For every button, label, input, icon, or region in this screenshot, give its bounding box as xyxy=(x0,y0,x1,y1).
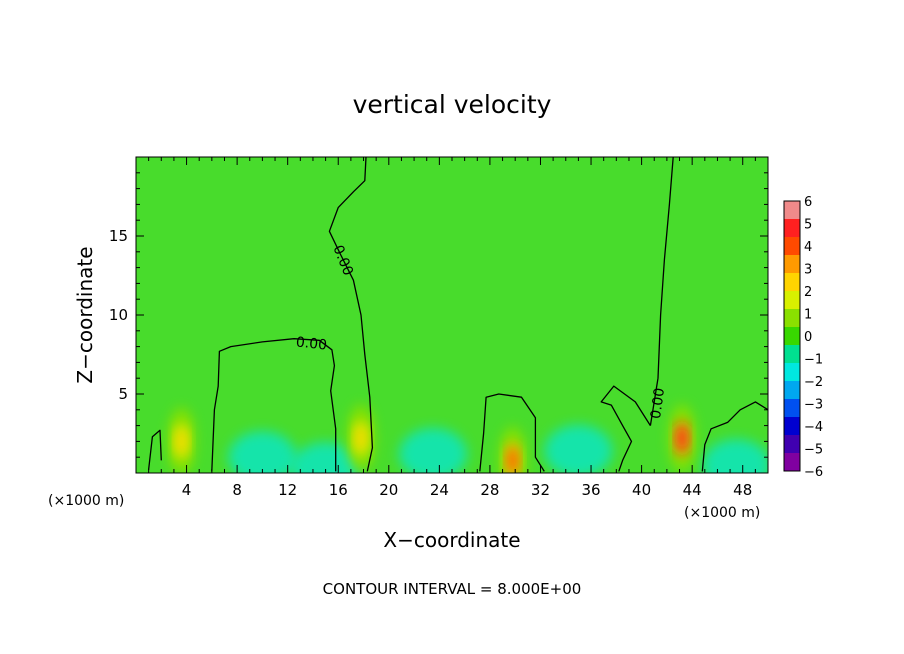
zero-contour-line xyxy=(147,429,162,470)
colorbar-swatch xyxy=(784,399,800,418)
colorbar-label: 0 xyxy=(804,330,812,345)
x-unit-right: (×1000 m) xyxy=(684,505,760,521)
y-axis-label: Z−coordinate xyxy=(73,246,97,383)
zero-contour-line xyxy=(600,385,651,472)
colorbar-swatch xyxy=(784,453,800,472)
colorbar-label: 4 xyxy=(804,240,812,255)
colorbar-swatch xyxy=(784,417,800,436)
colorbar-swatch xyxy=(784,237,800,256)
downdraft-zone xyxy=(702,439,768,473)
colorbar-label: 5 xyxy=(804,218,812,233)
x-tick-label: 24 xyxy=(430,481,449,499)
x-tick-label: 20 xyxy=(379,481,398,499)
colorbar-label: 3 xyxy=(804,263,812,278)
x-axis-ticks: 4 8 12 16 20 24 28 32 36 40 44 48 xyxy=(148,157,756,499)
colorbar-swatch xyxy=(784,291,800,310)
colorbar-label: −6 xyxy=(804,465,823,480)
downdraft-zone xyxy=(399,428,468,473)
contour-label: 0.00 xyxy=(295,334,328,353)
zero-contour-line xyxy=(701,401,768,472)
colorbar-label: −1 xyxy=(804,353,823,368)
y-tick-label: 5 xyxy=(118,385,128,403)
downdraft-zone xyxy=(291,442,360,473)
contour-label: 0.00 xyxy=(648,387,668,420)
x-unit-left: (×1000 m) xyxy=(48,493,124,509)
x-tick-label: 16 xyxy=(329,481,348,499)
colorbar-label: 2 xyxy=(804,285,812,300)
chart-title: vertical velocity xyxy=(353,90,552,119)
y-tick-label: 15 xyxy=(109,227,128,245)
zero-contours xyxy=(147,157,768,472)
x-tick-label: 12 xyxy=(278,481,297,499)
colorbar-swatch xyxy=(784,255,800,274)
x-tick-label: 28 xyxy=(480,481,499,499)
contour-interval-note: CONTOUR INTERVAL = 8.000E+00 xyxy=(323,580,582,598)
x-tick-label: 48 xyxy=(733,481,752,499)
updraft-peak xyxy=(176,427,187,456)
colorbar-label: −5 xyxy=(804,443,823,458)
colorbar-frame xyxy=(783,200,801,472)
colorbar-label: −2 xyxy=(804,375,823,390)
downdraft-zone xyxy=(228,431,297,473)
colorbar-swatch xyxy=(784,435,800,454)
colorbar-label: 1 xyxy=(804,308,812,323)
x-tick-label: 44 xyxy=(683,481,702,499)
x-tick-label: 36 xyxy=(581,481,600,499)
x-tick-label: 32 xyxy=(531,481,550,499)
zero-contour-line xyxy=(328,157,374,472)
field-background xyxy=(136,157,768,473)
updraft-peak xyxy=(677,424,688,453)
zero-contour-line xyxy=(479,393,545,472)
zero-contour-line xyxy=(211,338,337,472)
colorbar-label: −3 xyxy=(804,398,823,413)
y-tick-label: 10 xyxy=(109,306,128,324)
x-tick-label: 40 xyxy=(632,481,651,499)
colorbar-swatch xyxy=(784,219,800,238)
colorbar-swatch xyxy=(784,309,800,328)
colorbar: 6 5 4 3 2 1 0 −1 −2 −3 −4 −5 −6 xyxy=(783,195,823,480)
plot-area: 0.00 0.00 0.00 4 8 12 16 20 24 28 32 36 40 44 48 51… xyxy=(109,156,769,499)
updraft-peak xyxy=(355,424,366,453)
updraft-peak xyxy=(507,446,518,473)
x-axis-label: X−coordinate xyxy=(383,528,520,552)
x-tick-label: 8 xyxy=(232,481,242,499)
colorbar-swatch xyxy=(784,201,800,220)
colorbar-swatch xyxy=(784,381,800,400)
colorbar-swatch xyxy=(784,345,800,364)
x-tick-label: 4 xyxy=(182,481,192,499)
colorbar-label: −4 xyxy=(804,420,823,435)
y-axis-ticks: 5 10 15 xyxy=(109,172,768,458)
colorbar-swatch xyxy=(784,327,800,346)
zero-contour-line xyxy=(649,157,674,426)
colorbar-swatch xyxy=(784,363,800,382)
colorbar-swatch xyxy=(784,273,800,292)
colorbar-label: 6 xyxy=(804,195,812,210)
velocity-field xyxy=(167,404,768,473)
downdraft-zone xyxy=(544,424,613,473)
